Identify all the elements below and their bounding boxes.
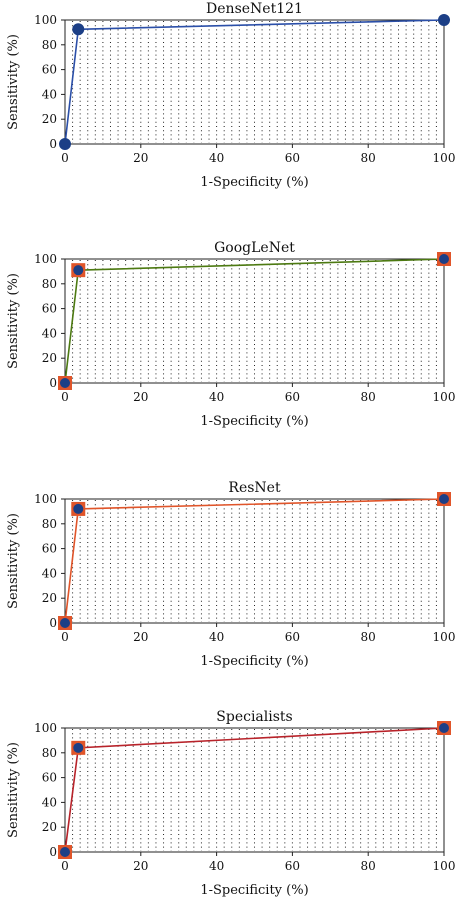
data-point <box>438 14 450 26</box>
grid <box>72 729 437 851</box>
chart-title: Specialists <box>216 709 292 725</box>
x-tick-label: 60 <box>285 390 300 404</box>
x-tick-label: 20 <box>133 390 148 404</box>
y-tick-label: 80 <box>42 38 57 52</box>
y-tick-label: 0 <box>49 376 57 390</box>
data-point <box>71 263 86 278</box>
y-axis-label: Sensitivity (%) <box>6 513 21 609</box>
x-tick-label: 100 <box>433 151 456 165</box>
y-tick-label: 100 <box>34 252 57 266</box>
data-point <box>437 721 451 735</box>
y-tick-label: 40 <box>42 326 57 340</box>
x-tick-label: 0 <box>61 859 69 873</box>
x-tick-label: 100 <box>433 859 456 873</box>
roc-chart-panel: GoogLeNet 0 20 40 60 80 100 0 20 40 60 80 100 1-Speci… <box>6 240 455 429</box>
y-tick-label: 20 <box>42 591 57 605</box>
y-tick-label: 40 <box>42 566 57 580</box>
x-tick-label: 20 <box>133 151 148 165</box>
y-tick-label: 0 <box>49 616 57 630</box>
y-tick-label: 80 <box>42 277 57 291</box>
data-point-dot <box>73 742 84 753</box>
data-point <box>71 501 86 516</box>
plot-frame <box>64 258 445 384</box>
data-point-dot <box>439 494 449 504</box>
data-point-dot <box>72 23 85 36</box>
y-tick-label: 60 <box>42 771 57 785</box>
x-tick-label: 60 <box>285 859 300 873</box>
data-point <box>58 616 72 630</box>
y-tick-label: 60 <box>42 542 57 556</box>
x-tick-label: 0 <box>61 151 69 165</box>
plot-frame <box>64 498 445 624</box>
data-point-dot <box>73 503 84 514</box>
chart-title: GoogLeNet <box>214 240 295 256</box>
y-tick-label: 80 <box>42 746 57 760</box>
x-tick-label: 20 <box>133 630 148 644</box>
grid <box>72 260 437 382</box>
data-point-dot <box>73 265 84 276</box>
plot-frame <box>64 19 445 145</box>
data-point-dot <box>59 138 71 150</box>
y-tick-label: 20 <box>42 112 57 126</box>
x-tick-label: 40 <box>209 630 224 644</box>
y-axis-label: Sensitivity (%) <box>6 34 21 130</box>
data-point-dot <box>60 847 70 857</box>
x-tick-label: 0 <box>61 630 69 644</box>
data-point <box>58 845 72 859</box>
grid <box>72 21 437 143</box>
y-axis-label: Sensitivity (%) <box>6 273 21 369</box>
chart-title: ResNet <box>228 480 281 496</box>
chart-title: DenseNet121 <box>206 1 303 17</box>
y-axis-label: Sensitivity (%) <box>6 742 21 838</box>
x-tick-label: 80 <box>361 630 376 644</box>
y-tick-label: 20 <box>42 820 57 834</box>
data-point <box>58 376 72 390</box>
x-tick-label: 100 <box>433 390 456 404</box>
data-point-dot <box>439 254 449 264</box>
y-tick-label: 40 <box>42 795 57 809</box>
roc-chart-panel: ResNet 0 20 40 60 80 100 0 20 40 60 80 100 1-Specific… <box>6 480 455 669</box>
y-tick-label: 60 <box>42 302 57 316</box>
y-tick-label: 80 <box>42 517 57 531</box>
x-tick-label: 80 <box>361 151 376 165</box>
x-tick-label: 80 <box>361 390 376 404</box>
y-tick-label: 40 <box>42 87 57 101</box>
x-axis-label: 1-Specificity (%) <box>200 654 308 669</box>
y-tick-label: 0 <box>49 845 57 859</box>
y-tick-label: 60 <box>42 63 57 77</box>
x-tick-label: 40 <box>209 859 224 873</box>
x-axis-label: 1-Specificity (%) <box>200 175 308 190</box>
x-axis-label: 1-Specificity (%) <box>200 414 308 429</box>
data-point <box>71 740 86 755</box>
y-tick-label: 100 <box>34 721 57 735</box>
x-tick-label: 60 <box>285 151 300 165</box>
data-point <box>72 23 85 36</box>
roc-chart-panel: DenseNet121 0 20 40 60 80 100 0 20 40 60 80 100 1-Spe… <box>6 1 455 190</box>
data-point <box>437 492 451 506</box>
data-point <box>437 252 451 266</box>
x-tick-label: 20 <box>133 859 148 873</box>
x-tick-label: 0 <box>61 390 69 404</box>
x-tick-label: 40 <box>209 390 224 404</box>
x-tick-label: 60 <box>285 630 300 644</box>
roc-chart-panel: Specialists 0 20 40 60 80 100 0 20 40 60 80 100 1-Spe… <box>6 709 455 898</box>
x-tick-label: 100 <box>433 630 456 644</box>
x-tick-label: 40 <box>209 151 224 165</box>
data-point-dot <box>60 378 70 388</box>
data-point-dot <box>439 723 449 733</box>
data-point-dot <box>438 14 450 26</box>
data-point-dot <box>60 618 70 628</box>
data-point <box>59 138 71 150</box>
x-tick-label: 80 <box>361 859 376 873</box>
x-axis-label: 1-Specificity (%) <box>200 883 308 898</box>
y-tick-label: 100 <box>34 13 57 27</box>
y-tick-label: 0 <box>49 137 57 151</box>
y-tick-label: 20 <box>42 351 57 365</box>
plot-frame <box>64 727 445 853</box>
grid <box>72 500 437 622</box>
y-tick-label: 100 <box>34 492 57 506</box>
